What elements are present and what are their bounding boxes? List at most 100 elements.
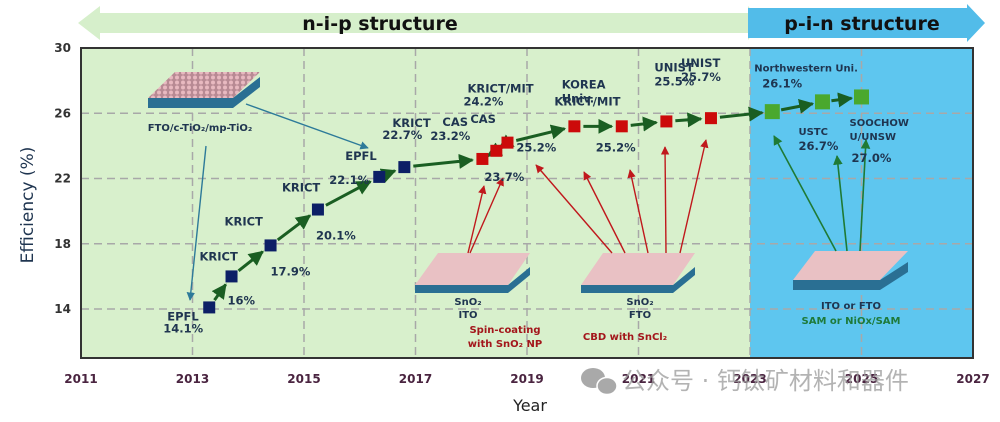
substrate-sno2-fto-note1: CBD with SnCl₂ [583, 332, 667, 343]
x-tick-label: 2015 [287, 372, 320, 386]
substrate-pin-line1: ITO or FTO [821, 301, 881, 312]
progress-arrow [719, 106, 764, 122]
value-label: 22.1% [329, 173, 369, 187]
x-axis-ticks: 2011 2013 2015 2017 2019 2021 2023 2025 2027 [64, 372, 989, 386]
value-label: 22.7% [382, 128, 422, 142]
value-label: 25.2% [516, 140, 556, 154]
substrate-sno2-fto-top [581, 253, 695, 285]
pointer-fto-4 [660, 146, 670, 254]
y-axis-label: Efficiency (%) [18, 147, 38, 264]
data-point [615, 120, 628, 133]
pin-banner-label: p-i-n structure [784, 13, 939, 35]
y-tick-label: 30 [54, 41, 71, 55]
progress-arrow [237, 250, 264, 272]
substrate-sno2-ito-top [415, 253, 530, 285]
x-tick-label: 2013 [176, 372, 209, 386]
progress-arrow [515, 124, 567, 142]
x-axis-label: Year [512, 396, 547, 415]
pointer-ito-2 [469, 177, 504, 254]
value-label: 20.1% [316, 229, 356, 243]
watermark-text: 公众号 · 钙钛矿材料和器件 [622, 367, 909, 395]
progress-arrow [831, 92, 854, 108]
institution-label: Northwestern Uni. [754, 64, 858, 75]
data-point [373, 170, 386, 183]
value-label: 14.1% [163, 321, 203, 335]
value-label: 25.5% [654, 74, 694, 88]
data-point [476, 152, 489, 165]
pin-banner-arrow [748, 4, 985, 42]
x-tick-label: 2017 [399, 372, 432, 386]
y-tick-label: 14 [54, 302, 71, 316]
substrate-pin-note1: SAM or NiOx/SAM [802, 316, 901, 327]
pointer-fto-5 [679, 139, 709, 254]
value-label: 16% [228, 293, 256, 307]
progress-arrow [630, 116, 658, 132]
y-tick-label: 22 [54, 172, 71, 186]
institution-label: CAS [470, 112, 496, 126]
data-point [225, 270, 238, 283]
x-tick-label: 2021 [622, 372, 655, 386]
y-tick-label: 18 [54, 237, 71, 251]
institution-label: KRICT/MIT [554, 94, 620, 108]
progress-arrows [211, 92, 854, 301]
substrate-sno2-ito-line1: SnO₂ [454, 297, 481, 308]
data-point [568, 120, 581, 133]
tio2-pointer-right [245, 103, 369, 150]
data-point [311, 203, 324, 216]
substrate-pin-side [793, 262, 908, 290]
value-label: 23.7% [484, 170, 524, 184]
institution-label: USTC [798, 127, 827, 138]
substrate-sno2-fto-line1: SnO₂ [626, 297, 653, 308]
y-axis-ticks: 14 18 22 26 30 [54, 41, 71, 316]
pointer-pin-2 [833, 155, 848, 252]
institution-label: KRICT [392, 116, 430, 130]
value-label: 23.2% [430, 129, 470, 143]
institution-label: UNIST [681, 56, 721, 70]
substrate-pin: ITO or FTO SAM or NiOx/SAM [793, 251, 908, 327]
tio2-pointer-down [186, 145, 207, 301]
substrate-tio2-top [148, 72, 260, 98]
data-point [501, 136, 514, 149]
substrate-pin-top [793, 251, 908, 280]
data-point [660, 115, 673, 128]
plot-frame [80, 47, 974, 359]
watermark: 公众号 · 钙钛矿材料和器件 [581, 367, 909, 396]
data-point [704, 112, 717, 125]
nip-banner: n-i-p structure [78, 6, 762, 40]
institution-label: U/UNSW [850, 132, 897, 143]
value-label: 27.0% [852, 151, 892, 165]
substrate-sno2-ito: SnO₂ ITO Spin-coating with SnO₂ NP [415, 253, 542, 350]
substrate-sno2-fto: SnO₂ FTO CBD with SnCl₂ [581, 253, 695, 343]
institution-label: SOOCHOW [850, 118, 909, 129]
pin-banner: p-i-n structure [748, 4, 985, 42]
substrate-tio2: FTO/c-TiO₂/mp-TiO₂ [148, 72, 369, 301]
substrate-sno2-ito-side [415, 267, 530, 293]
x-tick-label: 2027 [956, 372, 989, 386]
value-label: 25.7% [681, 70, 721, 84]
data-labels: EPFL14.1%KRICT16%KRICT17.9%KRICT20.1%EPF… [163, 56, 909, 335]
nip-banner-arrow [78, 6, 762, 40]
institution-label: Univ. [562, 91, 594, 105]
pointer-ito-1 [467, 185, 487, 254]
nip-banner-label: n-i-p structure [302, 13, 457, 35]
data-point [814, 94, 830, 110]
substrate-tio2-label: FTO/c-TiO₂/mp-TiO₂ [148, 123, 253, 134]
pointer-fto-3 [627, 169, 649, 254]
progress-arrow [675, 112, 703, 128]
institution-label: KOREA [562, 77, 606, 91]
data-point [764, 104, 780, 120]
institution-label: KRICT [282, 181, 320, 195]
progress-arrow [211, 283, 227, 301]
value-label: 25.2% [596, 140, 636, 154]
data-points [203, 89, 869, 314]
institution-label: EPFL [345, 149, 377, 163]
wechat-icon [581, 368, 618, 396]
x-tick-label: 2023 [733, 372, 766, 386]
institution-label: CAS [442, 115, 468, 129]
pointer-fto-1 [535, 164, 613, 254]
substrate-sno2-ito-note2: with SnO₂ NP [468, 339, 542, 350]
pointer-fto-2 [583, 171, 626, 254]
value-label: 24.2% [463, 95, 503, 109]
progress-arrow [379, 168, 397, 183]
substrate-pointers [467, 135, 871, 254]
